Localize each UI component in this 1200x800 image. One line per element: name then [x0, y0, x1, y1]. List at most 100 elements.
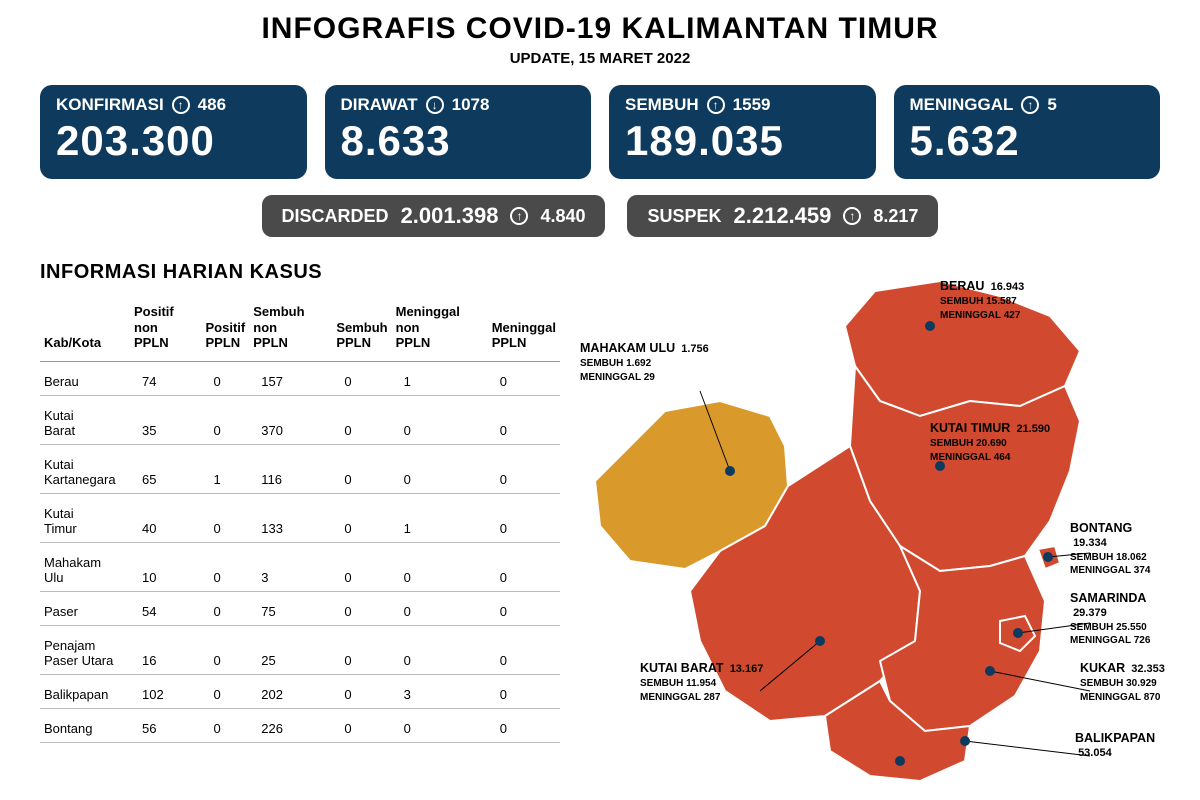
table-cell-name: Bontang: [40, 708, 130, 742]
table-cell-value: 56: [130, 708, 202, 742]
sec-value: 2.212.459: [734, 203, 832, 229]
arrow-up-icon: ↑: [843, 207, 861, 225]
daily-cases-table: Kab/KotaPositif nonPPLNPositifPPLN Sembuh…: [40, 298, 560, 743]
table-row: Berau740157010: [40, 361, 560, 395]
table-cell-value: 0: [202, 591, 250, 625]
stat-label: SEMBUH: [625, 95, 699, 115]
stat-value: 5.632: [910, 117, 1145, 165]
stat-delta: 1078: [452, 95, 490, 115]
stat-card-konfirmasi: KONFIRMASI ↑ 486 203.300: [40, 85, 307, 179]
table-cell-value: 3: [249, 542, 332, 591]
sec-label: DISCARDED: [282, 206, 389, 227]
sec-card-discarded: DISCARDED 2.001.398 ↑ 4.840: [262, 195, 606, 237]
table-cell-name: KutaiTimur: [40, 493, 130, 542]
sec-card-suspek: SUSPEK 2.212.459 ↑ 8.217: [627, 195, 938, 237]
sec-delta: 4.840: [540, 206, 585, 227]
secondary-stats-row: DISCARDED 2.001.398 ↑ 4.840 SUSPEK 2.212…: [0, 195, 1200, 237]
map-label-kutai-timur: KUTAI TIMUR 21.590SEMBUH 20.690MENINGGAL…: [930, 421, 1050, 464]
header: INFOGRAFIS COVID-19 KALIMANTAN TIMUR UPD…: [0, 0, 1200, 71]
stat-card-sembuh: SEMBUH ↑ 1559 189.035: [609, 85, 876, 179]
table-header: Positif nonPPLN: [130, 298, 202, 361]
stat-card-dirawat: DIRAWAT ↓ 1078 8.633: [325, 85, 592, 179]
stat-value: 203.300: [56, 117, 291, 165]
arrow-up-icon: ↑: [1021, 96, 1039, 114]
table-cell-value: 10: [130, 542, 202, 591]
map-label-berau: BERAU 16.943SEMBUH 15.587MENINGGAL 427: [940, 279, 1024, 322]
table-cell-value: 0: [202, 493, 250, 542]
table-row: MahakamUlu1003000: [40, 542, 560, 591]
table-row: KutaiKartanegara651116000: [40, 444, 560, 493]
table-row: KutaiTimur400133010: [40, 493, 560, 542]
table-cell-value: 0: [202, 674, 250, 708]
table-cell-value: 0: [392, 444, 488, 493]
stat-card-meninggal: MENINGGAL ↑ 5 5.632: [894, 85, 1161, 179]
table-row: Balikpapan1020202030: [40, 674, 560, 708]
table-cell-value: 35: [130, 395, 202, 444]
table-cell-name: PenajamPaser Utara: [40, 625, 130, 674]
table-cell-value: 0: [488, 395, 560, 444]
table-cell-value: 0: [392, 708, 488, 742]
table-cell-value: 1: [202, 444, 250, 493]
table-cell-value: 3: [392, 674, 488, 708]
table-cell-value: 0: [488, 625, 560, 674]
arrow-down-icon: ↓: [426, 96, 444, 114]
table-header: Kab/Kota: [40, 298, 130, 361]
table-cell-value: 116: [249, 444, 332, 493]
table-cell-value: 16: [130, 625, 202, 674]
arrow-up-icon: ↑: [510, 207, 528, 225]
sec-value: 2.001.398: [401, 203, 499, 229]
table-cell-value: 0: [332, 674, 391, 708]
map-label-balikpapan: BALIKPAPAN 53.054: [1075, 731, 1170, 761]
stat-delta: 1559: [733, 95, 771, 115]
table-header: PositifPPLN: [202, 298, 250, 361]
table-cell-value: 0: [488, 444, 560, 493]
stat-label: DIRAWAT: [341, 95, 418, 115]
map-label-kukar: KUKAR 32.353SEMBUH 30.929MENINGGAL 870: [1080, 661, 1165, 704]
table-cell-value: 0: [202, 361, 250, 395]
table-cell-value: 65: [130, 444, 202, 493]
daily-table-section: INFORMASI HARIAN KASUS Kab/KotaPositif n…: [40, 261, 560, 743]
table-cell-value: 0: [392, 542, 488, 591]
table-cell-value: 54: [130, 591, 202, 625]
stat-cards-row: KONFIRMASI ↑ 486 203.300 DIRAWAT ↓ 1078 …: [0, 71, 1200, 179]
stat-value: 189.035: [625, 117, 860, 165]
table-cell-value: 0: [488, 361, 560, 395]
table-cell-value: 0: [332, 542, 391, 591]
arrow-up-icon: ↑: [707, 96, 725, 114]
table-row: Bontang560226000: [40, 708, 560, 742]
table-cell-value: 0: [488, 674, 560, 708]
table-cell-name: Berau: [40, 361, 130, 395]
page-subtitle: UPDATE, 15 MARET 2022: [0, 50, 1200, 67]
table-cell-value: 102: [130, 674, 202, 708]
table-cell-value: 0: [332, 395, 391, 444]
table-cell-name: KutaiKartanegara: [40, 444, 130, 493]
stat-label: MENINGGAL: [910, 95, 1014, 115]
table-cell-value: 0: [392, 591, 488, 625]
table-row: KutaiBarat350370000: [40, 395, 560, 444]
table-cell-value: 202: [249, 674, 332, 708]
table-header: SembuhPPLN: [332, 298, 391, 361]
map-label-kutai-barat: KUTAI BARAT 13.167SEMBUH 11.954MENINGGAL…: [640, 661, 763, 704]
map-label-samarinda: SAMARINDA 29.379SEMBUH 25.550MENINGGAL 7…: [1070, 591, 1170, 648]
table-cell-value: 40: [130, 493, 202, 542]
stat-label: KONFIRMASI: [56, 95, 164, 115]
table-cell-value: 0: [332, 625, 391, 674]
table-cell-name: MahakamUlu: [40, 542, 130, 591]
table-cell-value: 74: [130, 361, 202, 395]
stat-value: 8.633: [341, 117, 576, 165]
table-cell-value: 0: [488, 542, 560, 591]
table-cell-value: 0: [488, 493, 560, 542]
sec-label: SUSPEK: [647, 206, 721, 227]
table-cell-value: 0: [392, 395, 488, 444]
table-cell-value: 25: [249, 625, 332, 674]
table-cell-value: 370: [249, 395, 332, 444]
table-cell-value: 0: [332, 591, 391, 625]
table-cell-name: KutaiBarat: [40, 395, 130, 444]
table-cell-value: 0: [488, 591, 560, 625]
table-cell-value: 0: [202, 708, 250, 742]
table-cell-value: 0: [332, 444, 391, 493]
table-cell-value: 0: [202, 395, 250, 444]
table-cell-value: 0: [202, 625, 250, 674]
table-header: MeninggalPPLN: [488, 298, 560, 361]
arrow-up-icon: ↑: [172, 96, 190, 114]
